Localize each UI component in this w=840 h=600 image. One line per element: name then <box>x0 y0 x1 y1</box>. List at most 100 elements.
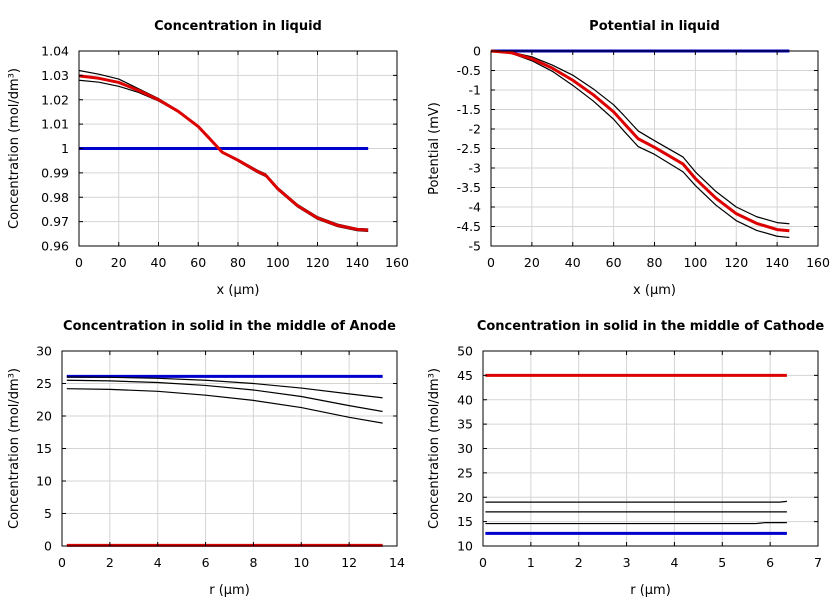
y-tick-label: 40 <box>457 392 473 407</box>
chart-title: Concentration in solid in the middle of … <box>477 319 825 334</box>
y-tick-label: 0.98 <box>41 190 69 205</box>
y-tick-label: 25 <box>36 376 52 391</box>
y-tick-label: -3 <box>469 161 481 176</box>
liquid-concentration-chart: 0 20 40 60 80 100 120 140 160 0.96 0.97 0.98 0.99 1 1.… <box>7 19 409 298</box>
liquid-potential-chart: 0 20 40 60 80 100 120 140 160 -5 -4.5 -4 -3.5 -3 -2.5 -… <box>427 19 830 298</box>
series-line-black-1 <box>66 376 383 399</box>
x-tick-label: 6 <box>202 555 210 570</box>
x-tick-label: 4 <box>154 555 162 570</box>
x-tick-label: 100 <box>683 255 707 270</box>
x-tick-label: 40 <box>565 255 581 270</box>
y-tick-label: 20 <box>457 490 473 505</box>
chart-title: Concentration in liquid <box>154 19 322 34</box>
chart-title: Concentration in solid in the middle of … <box>63 319 396 334</box>
grid <box>482 350 819 547</box>
y-tick-label: 1.01 <box>41 117 69 132</box>
x-tick-label: 20 <box>111 255 127 270</box>
y-tick-label: 5 <box>44 506 52 521</box>
x-tick-label: 120 <box>306 255 330 270</box>
y-tick-label: 1.03 <box>41 68 69 83</box>
y-tick-label: 0 <box>473 44 481 59</box>
x-tick-label: 20 <box>524 255 540 270</box>
y-tick-label: 1.02 <box>41 92 69 107</box>
grid <box>61 350 398 547</box>
y-tick-label: 0.96 <box>41 239 69 254</box>
x-tick-label: 120 <box>724 255 748 270</box>
x-tick-label: 80 <box>230 255 246 270</box>
y-tick-label: 50 <box>457 344 473 359</box>
y-tick-label: 0 <box>44 539 52 554</box>
y-tick-label: 45 <box>457 368 473 383</box>
y-tick-label: -3.5 <box>457 180 481 195</box>
x-tick-label: 100 <box>266 255 290 270</box>
cathode-solid-concentration-chart: 0 1 2 3 4 5 6 7101520253035404550Concentration … <box>427 319 824 598</box>
y-axis-label: Concentration (mol/dm³) <box>427 368 442 529</box>
x-tick-label: 8 <box>249 555 257 570</box>
series-line-black-3 <box>485 521 787 525</box>
x-tick-label: 14 <box>389 555 405 570</box>
x-tick-label: 1 <box>527 555 535 570</box>
y-tick-label: 35 <box>457 417 473 432</box>
y-tick-label: 25 <box>457 465 473 480</box>
x-tick-label: 80 <box>647 255 663 270</box>
x-tick-label: 6 <box>766 555 774 570</box>
x-tick-label: 160 <box>385 255 409 270</box>
x-tick-label: 140 <box>345 255 369 270</box>
series-line-current <box>490 49 790 233</box>
x-tick-label: 2 <box>106 555 114 570</box>
x-axis-label: r (µm) <box>209 583 250 598</box>
x-tick-label: 60 <box>606 255 622 270</box>
x-tick-label: 0 <box>479 555 487 570</box>
series-line-black-3 <box>66 388 383 424</box>
y-tick-label: 1.04 <box>41 44 69 59</box>
x-tick-label: 60 <box>190 255 206 270</box>
y-axis-label: Concentration (mol/dm³) <box>7 68 22 229</box>
y-tick-label: -0.5 <box>457 63 481 78</box>
series-line-upper <box>490 50 790 225</box>
y-tick-label: -1 <box>469 83 481 98</box>
x-tick-label: 160 <box>806 255 830 270</box>
y-axis-label: Potential (mV) <box>427 102 442 195</box>
x-tick-label: 140 <box>765 255 789 270</box>
y-tick-label: -1.5 <box>457 102 481 117</box>
x-tick-label: 4 <box>670 555 678 570</box>
x-tick-label: 2 <box>575 555 583 570</box>
y-tick-label: 15 <box>457 514 473 529</box>
y-axis-label: Concentration (mol/dm³) <box>7 368 22 529</box>
x-axis-label: x (µm) <box>217 283 260 298</box>
x-tick-label: 7 <box>814 555 822 570</box>
x-axis-label: r (µm) <box>630 583 671 598</box>
anode-solid-concentration-chart: 0 2 4 6 8 10 12 14 0 5 10 15 20 25 30 Concentration in … <box>7 319 405 598</box>
series-line-black-2 <box>66 379 383 413</box>
series-line-lower <box>490 50 790 239</box>
y-tick-label: -2 <box>469 122 481 137</box>
y-tick-label: 0.97 <box>41 214 69 229</box>
x-tick-label: 10 <box>293 555 309 570</box>
series-line-black-1 <box>485 500 787 503</box>
y-tick-label: 0.99 <box>41 165 69 180</box>
y-tick-label: 20 <box>36 409 52 424</box>
y-tick-label: -4 <box>469 200 482 215</box>
chart-title: Potential in liquid <box>589 19 720 34</box>
y-tick-label: -5 <box>469 239 481 254</box>
y-tick-label: 15 <box>36 441 52 456</box>
x-tick-label: 0 <box>58 555 66 570</box>
x-tick-label: 3 <box>623 555 631 570</box>
y-tick-label: 10 <box>457 539 473 554</box>
y-tick-label: 10 <box>36 474 52 489</box>
x-tick-label: 40 <box>151 255 167 270</box>
x-axis-label: x (µm) <box>633 283 676 298</box>
series-line-current <box>78 74 369 232</box>
y-tick-label: -2.5 <box>457 141 481 156</box>
y-tick-label: 1 <box>61 141 69 156</box>
x-tick-label: 0 <box>487 255 495 270</box>
x-tick-label: 12 <box>341 555 357 570</box>
x-tick-label: 5 <box>718 555 726 570</box>
y-tick-label: 30 <box>457 441 473 456</box>
y-tick-label: -4.5 <box>457 219 481 234</box>
x-tick-label: 0 <box>75 255 83 270</box>
series-line-lower <box>78 79 369 232</box>
y-tick-label: 30 <box>36 344 52 359</box>
